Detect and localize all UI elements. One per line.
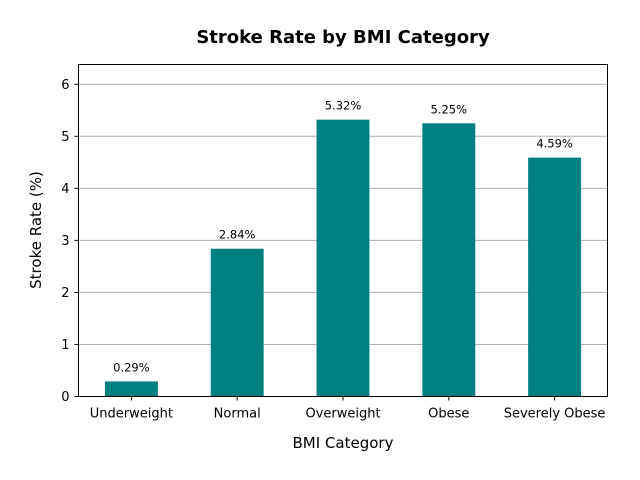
chart-title: Stroke Rate by BMI Category xyxy=(196,27,490,48)
x-tick-label-3: Obese xyxy=(428,407,469,422)
data-label-0: 0.29% xyxy=(113,360,150,374)
x-axis-ticks: Underweight Normal Overweight Obese Severely… xyxy=(90,396,606,422)
bars xyxy=(104,119,582,397)
bar-3 xyxy=(422,123,476,397)
y-tick-label-3: 3 xyxy=(61,234,69,249)
bar-4 xyxy=(528,157,582,397)
y-tick-label-2: 2 xyxy=(61,286,69,301)
y-tick-label-6: 6 xyxy=(61,78,69,93)
data-label-3: 5.25% xyxy=(431,102,468,116)
x-tick-label-4: Severely Obese xyxy=(504,407,606,422)
y-tick-label-4: 4 xyxy=(61,182,69,197)
data-label-2: 5.32% xyxy=(325,99,362,113)
y-tick-label-5: 5 xyxy=(61,130,69,145)
x-tick-label-2: Overweight xyxy=(305,407,380,422)
x-tick-label-1: Normal xyxy=(214,407,261,422)
x-tick-label-0: Underweight xyxy=(90,407,173,422)
data-label-1: 2.84% xyxy=(219,228,256,242)
data-label-4: 4.59% xyxy=(536,137,573,151)
bar-0 xyxy=(104,381,158,397)
data-labels: 0.29% 2.84% 5.32% 5.25% 4.59% xyxy=(113,99,573,375)
y-axis-label: Stroke Rate (%) xyxy=(27,171,45,289)
y-axis-ticks: 0 1 2 3 4 5 6 xyxy=(61,78,79,405)
x-axis-label: BMI Category xyxy=(293,434,394,452)
y-tick-label-0: 0 xyxy=(61,390,69,405)
y-tick-label-1: 1 xyxy=(61,338,69,353)
bar-1 xyxy=(210,248,264,397)
bar-2 xyxy=(316,119,370,397)
